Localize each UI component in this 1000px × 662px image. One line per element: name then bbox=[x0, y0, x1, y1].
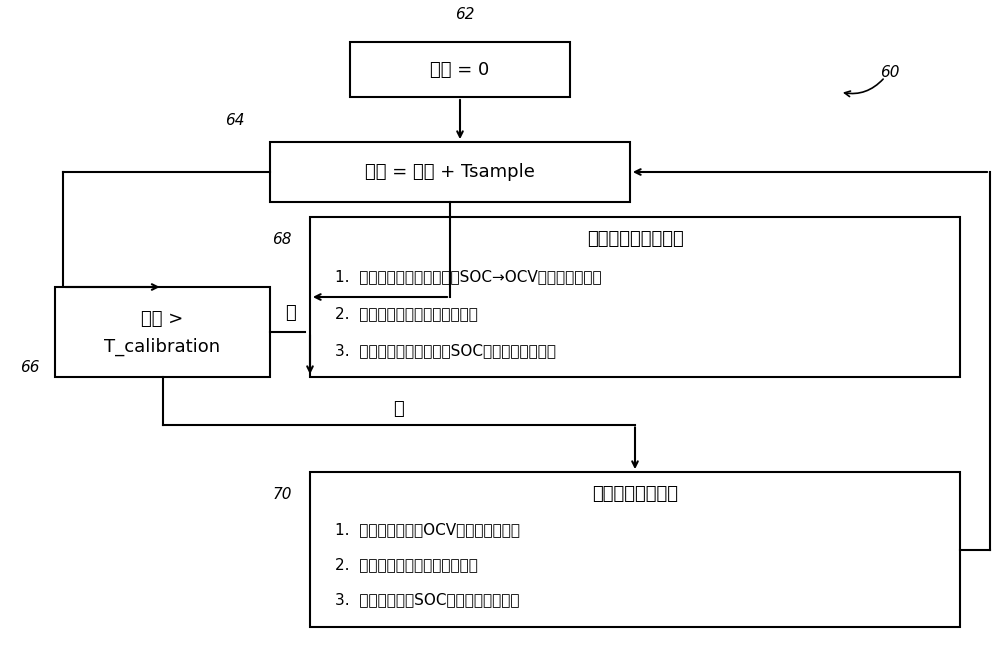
Text: 3.  将基于安培小时积分的SOC用作电池控制输出: 3. 将基于安培小时积分的SOC用作电池控制输出 bbox=[335, 344, 556, 359]
Text: 68: 68 bbox=[272, 232, 292, 246]
Text: 时间 >: 时间 > bbox=[141, 310, 184, 328]
Text: 3.  将当前估计的SOC用作电池控制输出: 3. 将当前估计的SOC用作电池控制输出 bbox=[335, 592, 520, 608]
Text: 1.  使用基于安培小时积分的SOC→OCV进行参数识别；: 1. 使用基于安培小时积分的SOC→OCV进行参数识别； bbox=[335, 269, 602, 285]
Text: 时间 = 时间 + Tsample: 时间 = 时间 + Tsample bbox=[365, 163, 535, 181]
FancyBboxPatch shape bbox=[310, 472, 960, 627]
Text: 60: 60 bbox=[880, 64, 900, 79]
FancyBboxPatch shape bbox=[350, 42, 570, 97]
FancyBboxPatch shape bbox=[55, 287, 270, 377]
FancyBboxPatch shape bbox=[310, 217, 960, 377]
Text: 否: 否 bbox=[285, 304, 295, 322]
Text: 闭环操作中的系统: 闭环操作中的系统 bbox=[592, 485, 678, 503]
Text: 2.  使用识别的参数驱动观测器；: 2. 使用识别的参数驱动观测器； bbox=[335, 307, 478, 322]
Text: 62: 62 bbox=[455, 7, 475, 21]
Text: 开环操作中的系统：: 开环操作中的系统： bbox=[587, 230, 683, 248]
Text: 时间 = 0: 时间 = 0 bbox=[430, 60, 490, 79]
Text: 是: 是 bbox=[393, 399, 404, 418]
Text: 64: 64 bbox=[225, 113, 245, 128]
Text: 2.  使用识别的参数驱动观测器；: 2. 使用识别的参数驱动观测器； bbox=[335, 557, 478, 573]
Text: T_calibration: T_calibration bbox=[104, 338, 221, 356]
Text: 66: 66 bbox=[20, 359, 40, 375]
FancyBboxPatch shape bbox=[270, 142, 630, 202]
Text: 1.  使用最终估计的OCV进行参数识别；: 1. 使用最终估计的OCV进行参数识别； bbox=[335, 522, 520, 538]
Text: 70: 70 bbox=[272, 487, 292, 502]
